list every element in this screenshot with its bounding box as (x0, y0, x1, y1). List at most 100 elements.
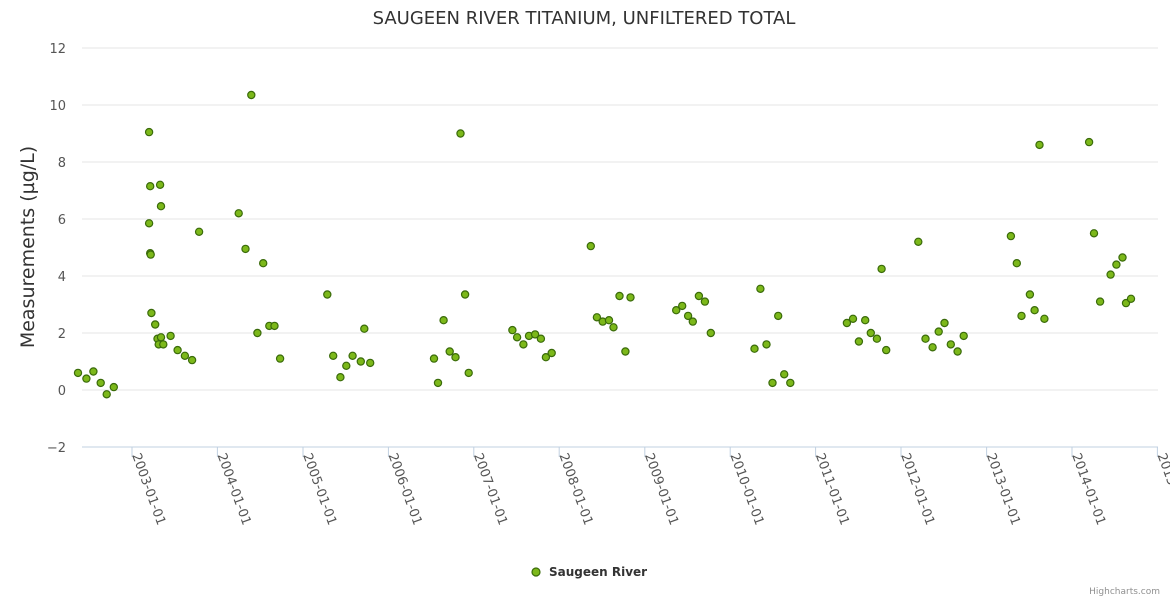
data-point (536, 334, 546, 343)
data-point (342, 361, 351, 370)
gridlines (82, 47, 1158, 391)
y-axis-label: Measurements (µg/L) (17, 146, 39, 348)
data-point (953, 347, 962, 356)
data-point (1126, 294, 1136, 303)
data-point (270, 321, 279, 331)
y-tick-label: 2 (58, 327, 66, 342)
x-tick-label: 2013-01-01 (983, 451, 1023, 527)
data-point (155, 180, 165, 189)
data-point (866, 328, 876, 338)
data-point (621, 347, 630, 356)
data-point (144, 219, 154, 228)
data-point (109, 382, 119, 392)
data-point (1095, 297, 1105, 306)
x-tick-label: 2010-01-01 (726, 451, 766, 527)
data-point (460, 290, 470, 299)
data-point (356, 357, 365, 366)
data-point (433, 378, 443, 388)
x-tick-label: 2008-01-01 (555, 451, 595, 527)
y-tick-label: 10 (49, 99, 66, 114)
data-point (861, 316, 870, 325)
x-tick-label: 2004-01-01 (214, 451, 254, 527)
data-point (842, 318, 852, 328)
data-point (1084, 137, 1094, 147)
data-point (180, 351, 190, 360)
data-point (921, 334, 930, 343)
data-point (678, 301, 687, 311)
data-point (1040, 314, 1049, 323)
data-point (541, 353, 551, 362)
data-point (547, 348, 556, 358)
x-tick-label: 2009-01-01 (641, 451, 681, 527)
data-point (323, 290, 332, 299)
data-point (234, 209, 243, 218)
data-point (512, 333, 522, 342)
data-point (848, 314, 858, 323)
data-point (329, 351, 338, 360)
data-point (1112, 260, 1121, 269)
data-point (914, 237, 923, 246)
data-point (439, 316, 448, 325)
data-point (756, 284, 765, 293)
data-point (96, 378, 105, 388)
data-point (786, 378, 795, 388)
data-point (774, 311, 783, 321)
data-point (508, 325, 517, 335)
data-point (89, 367, 98, 376)
data-point (946, 340, 956, 349)
data-point (768, 378, 777, 388)
data-point (750, 344, 759, 353)
data-point (146, 250, 155, 259)
y-tick-label: 0 (58, 384, 66, 399)
data-point (1118, 253, 1127, 262)
data-point (934, 327, 943, 336)
credits-link[interactable]: Highcharts.com (1089, 587, 1160, 597)
data-point (762, 340, 771, 349)
data-point (592, 313, 602, 322)
data-point (700, 297, 710, 306)
data-point (882, 345, 891, 355)
y-tick-label: 4 (58, 270, 66, 285)
data-point (780, 370, 789, 379)
data-point (360, 324, 369, 333)
x-tick-label: 2003-01-01 (128, 451, 168, 527)
data-point (604, 316, 614, 325)
data-point (144, 127, 154, 137)
data-point (156, 201, 166, 211)
data-point (166, 331, 175, 341)
data-point (173, 345, 182, 355)
y-axis-ticks: −2 0 2 4 6 8 10 12 (47, 42, 66, 456)
data-point (928, 343, 937, 352)
data-point (456, 129, 465, 138)
scatter-points (73, 90, 1136, 399)
data-point (1089, 229, 1099, 238)
data-point (1035, 140, 1044, 150)
data-point (241, 244, 250, 254)
data-point (626, 293, 635, 302)
data-point (586, 241, 596, 251)
y-tick-label: 8 (58, 156, 66, 171)
legend-item[interactable]: Saugeen River (531, 565, 647, 579)
data-point (82, 374, 91, 383)
data-point (615, 291, 624, 301)
data-point (872, 334, 882, 343)
data-point (275, 354, 285, 363)
data-point (1106, 270, 1115, 279)
x-tick-label: 2006-01-01 (385, 451, 425, 527)
data-point (159, 340, 168, 349)
x-tick-label: 2005-01-01 (299, 451, 339, 527)
data-point (1012, 259, 1022, 268)
data-point (1017, 311, 1026, 321)
chart-title: SAUGEEN RIVER TITANIUM, UNFILTERED TOTAL (373, 8, 796, 29)
data-point (150, 320, 160, 329)
data-point (145, 181, 155, 191)
data-point (348, 351, 357, 360)
data-point (683, 311, 693, 321)
x-tick-label: 2014-01-01 (1068, 451, 1108, 527)
data-point (706, 328, 716, 338)
data-point (672, 306, 681, 315)
data-point (854, 337, 864, 346)
x-tick-label: 2015-01-01 (1154, 451, 1170, 527)
data-point (147, 308, 156, 318)
